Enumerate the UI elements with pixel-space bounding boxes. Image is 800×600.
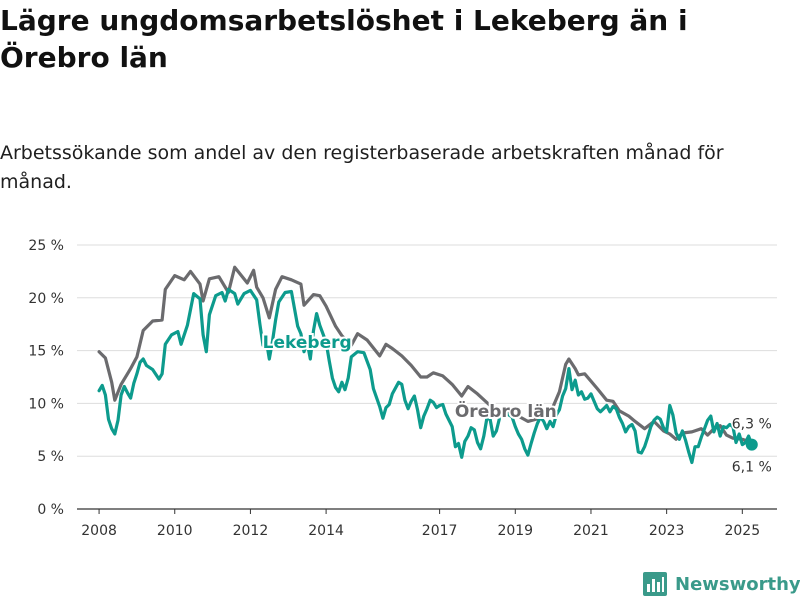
bar-chart-logo-icon xyxy=(643,572,667,596)
x-tick-label: 2021 xyxy=(573,523,609,539)
x-tick-label: 2012 xyxy=(233,523,269,539)
y-tick-label: 0 % xyxy=(37,502,64,518)
chart-subtitle: Arbetssökande som andel av den registerb… xyxy=(0,142,724,193)
chart-title: Lägre ungdomsarbetslöshet i Lekeberg än … xyxy=(0,4,688,74)
end-value-label-orebro-lan: 6,3 % xyxy=(732,416,772,432)
series-label-orebro-lan: Örebro län xyxy=(455,400,557,422)
newsworthy-brand: Newsworthy xyxy=(643,569,800,599)
end-value-label-lekeberg: 6,1 % xyxy=(732,460,772,476)
x-tick-label: 2008 xyxy=(81,523,117,539)
x-tick-label: 2014 xyxy=(308,523,344,539)
series-labels: Örebro län Lekeberg 6,3 % 6,1 % xyxy=(261,331,774,477)
y-tick-label: 15 % xyxy=(28,344,64,360)
x-tick-label: 2010 xyxy=(157,523,193,539)
x-tick-label: 2023 xyxy=(649,523,685,539)
series-line-lekeberg xyxy=(97,287,754,465)
y-tick-label: 5 % xyxy=(37,449,64,465)
series-lines xyxy=(97,265,754,465)
series-line-orebro-lan xyxy=(97,265,754,445)
y-tick-label: 10 % xyxy=(28,396,64,412)
series-label-lekeberg: Lekeberg xyxy=(263,333,352,353)
y-tick-label: 20 % xyxy=(28,291,64,307)
x-tick-label: 2017 xyxy=(422,523,458,539)
x-axis: 2008 2010 2012 2014 2017 2019 2021 2023 2025 xyxy=(81,509,760,539)
end-point-lekeberg xyxy=(745,438,758,451)
x-tick-label: 2019 xyxy=(497,523,533,539)
y-axis-labels: 0 % 5 % 10 % 15 % 20 % 25 % xyxy=(28,238,64,518)
y-tick-label: 25 % xyxy=(28,238,64,254)
x-tick-label: 2025 xyxy=(724,523,760,539)
brand-name: Newsworthy xyxy=(675,573,800,595)
